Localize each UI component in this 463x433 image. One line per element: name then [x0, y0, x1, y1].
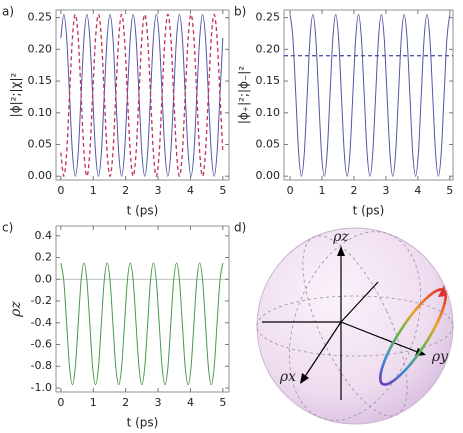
panel-label: c) [2, 221, 13, 235]
x-tick-label: 1 [90, 396, 97, 409]
arrow-head [337, 246, 345, 256]
y-axis [340, 321, 421, 354]
x-tick-label: 2 [122, 396, 129, 409]
y-tick-label: 0.20 [28, 42, 53, 55]
y-tick-label: 0.10 [28, 106, 53, 119]
x-axis-label: t (ps) [353, 204, 385, 218]
y-tick-label: 0.00 [256, 169, 281, 182]
x-tick-label: 3 [382, 184, 389, 197]
sphere [256, 227, 454, 425]
axis-label: ρy [431, 349, 449, 365]
y-tick-label: 0.15 [28, 74, 53, 87]
x-tick-label: 1 [319, 184, 326, 197]
axis-label: ρx [279, 369, 296, 385]
trajectory-arrow [438, 285, 446, 297]
bloch-sphere: ρz ρy ρx [256, 227, 454, 425]
x-axis-label: t (ps) [127, 416, 159, 430]
series-line [60, 262, 224, 386]
x-tick-label: 0 [57, 184, 64, 197]
x-tick-label: 3 [155, 396, 162, 409]
y-tick-label: 0.25 [28, 11, 53, 24]
y-axis-label: ρz [8, 301, 24, 318]
series-line [60, 13, 224, 177]
y-tick-label: 0.15 [256, 74, 281, 87]
panel-label: d) [234, 221, 246, 235]
x-tick-label: 3 [155, 184, 162, 197]
frame [55, 9, 230, 181]
x-tick-label: 0 [287, 184, 294, 197]
frame [283, 9, 454, 181]
panel-label: a) [2, 5, 14, 19]
x-axis-back [340, 281, 379, 323]
y-tick-label: -0.2 [31, 294, 52, 307]
panel-label: b) [234, 5, 246, 19]
y-tick-label: 0.10 [256, 106, 281, 119]
y-tick-label: 0.4 [35, 229, 53, 242]
x-tick-label: 5 [219, 184, 226, 197]
y-tick-label: -0.6 [31, 337, 52, 350]
y-tick-label: 0.05 [28, 137, 53, 150]
series-line [60, 13, 224, 177]
x-tick-label: 5 [219, 396, 226, 409]
x-tick-label: 2 [122, 184, 129, 197]
y-axis-label: |ϕ₊|²;|ϕ₋|² [237, 66, 251, 125]
equator [256, 295, 454, 357]
meridian [302, 235, 408, 417]
y-tick-label: -0.4 [31, 316, 52, 329]
y-tick-label: 0.05 [256, 137, 281, 150]
y-tick-label: 0.25 [256, 11, 281, 24]
y-tick-label: -1.0 [31, 381, 52, 394]
y-tick-label: -0.8 [31, 359, 52, 372]
x-tick-label: 4 [187, 184, 194, 197]
y-tick-label: 0.00 [28, 169, 53, 182]
arrow-head [300, 373, 309, 384]
x-axis [303, 321, 342, 379]
x-tick-label: 5 [446, 184, 453, 197]
x-tick-label: 2 [350, 184, 357, 197]
y-tick-label: 0.2 [35, 251, 53, 264]
y-tick-label: 0.20 [256, 42, 281, 55]
meridian [289, 231, 421, 421]
x-tick-label: 4 [414, 184, 421, 197]
y-tick-label: 0.0 [35, 272, 53, 285]
series-line [289, 13, 451, 177]
frame [55, 225, 230, 393]
x-tick-label: 4 [187, 396, 194, 409]
axis-label: ρz [332, 229, 349, 245]
x-tick-label: 0 [57, 396, 64, 409]
x-tick-label: 1 [90, 184, 97, 197]
y-axis-label: |ϕ|²;|χ|² [9, 72, 23, 117]
x-axis-label: t (ps) [127, 204, 159, 218]
